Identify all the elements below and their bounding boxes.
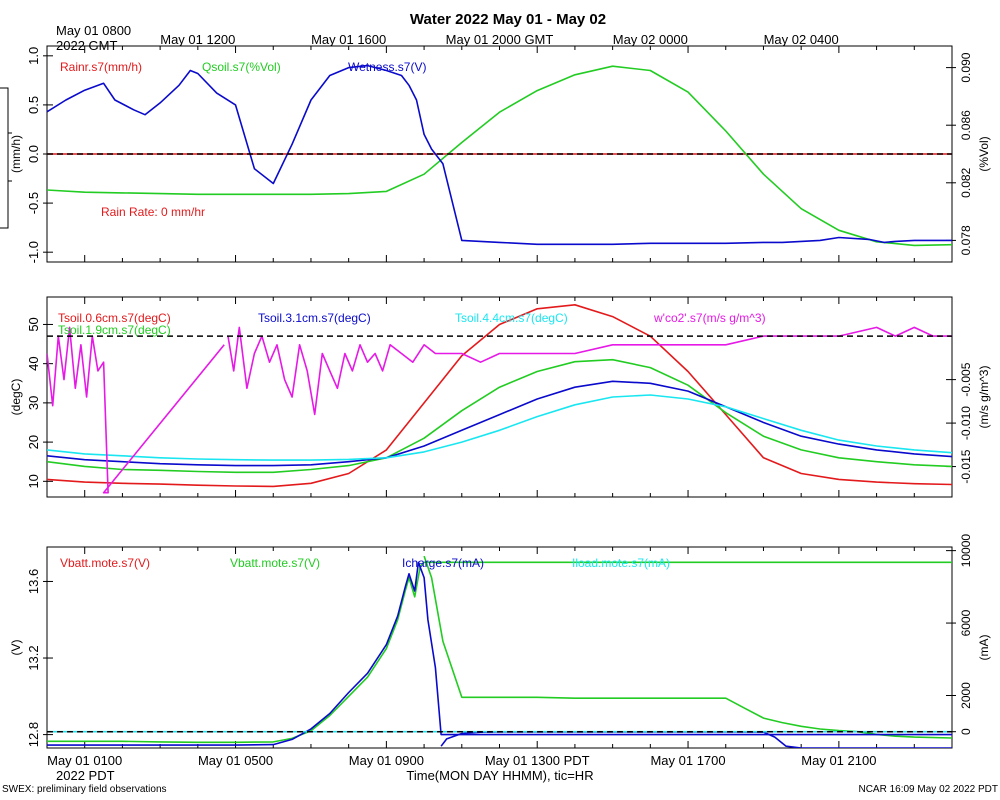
legend-entry: Iload.mote.s7(mA) bbox=[572, 556, 670, 570]
top-tick-label: May 01 1200 bbox=[160, 32, 235, 47]
legend-entry: Tsoil.1.9cm.s7(degC) bbox=[58, 323, 171, 337]
y-tick-label-right: -0.010 bbox=[959, 406, 973, 440]
y-tick-label-left: 50 bbox=[26, 317, 41, 331]
bottom-tick-label: May 01 1700 bbox=[650, 753, 725, 768]
top-corner-label-1: May 01 0800 bbox=[56, 23, 131, 38]
series-line-vbatt-mote-s7-v-blue bbox=[47, 561, 952, 746]
y-axis-label-right: (%Vol) bbox=[977, 136, 991, 171]
series-line-wetness-s7-v bbox=[47, 64, 952, 246]
plot-area bbox=[47, 64, 952, 247]
y-tick-label-left: 0.5 bbox=[26, 96, 41, 114]
y-tick-label-right: 2000 bbox=[959, 682, 973, 709]
y-tick-label-right: 0 bbox=[959, 728, 973, 735]
legend-entry: Tsoil.4.4cm.s7(degC) bbox=[455, 311, 568, 325]
series-line-icharge-s7-ma-green bbox=[423, 555, 952, 739]
series-line-vbatt-mote-s7-v-green bbox=[47, 561, 952, 744]
panel-water: -1.0 -0.5 0.0 0.5 1.0 (mm/h) 0.078 0.082 0.086 0.… bbox=[9, 45, 991, 263]
y-tick-label-left: 1.0 bbox=[26, 47, 41, 65]
y-tick-label-left: 10 bbox=[26, 474, 41, 488]
bottom-axis-tick-labels: May 01 0100 May 01 0500 May 01 0900 May 01 … bbox=[47, 753, 876, 768]
series-line-w-co2-s7-m-s-g-m-3 bbox=[47, 326, 952, 494]
panel-annotation: Rain Rate: 0 mm/hr bbox=[101, 205, 205, 219]
y-tick-label-left: 20 bbox=[26, 435, 41, 449]
legend-entry: Vbatt.mote.s7(V) bbox=[60, 556, 150, 570]
y-tick-label-right: 0.086 bbox=[959, 110, 973, 140]
legend-entry: Tsoil.3.1cm.s7(degC) bbox=[258, 311, 371, 325]
series-line-tsoil-0-6cm-s7-degc bbox=[47, 304, 952, 488]
bottom-axis-title: Time(MON DAY HHMM), tic=HR bbox=[406, 768, 593, 783]
y-tick-label-left: 13.6 bbox=[26, 569, 41, 594]
panel-battery: 12.8 13.2 13.6 (V) 0 2000 6000 10000 (mA) Vbatt.m… bbox=[9, 534, 991, 749]
top-tick-label: May 01 1600 bbox=[311, 32, 386, 47]
top-axis-tick-labels: May 01 1200 May 01 1600 May 01 2000 GMT May… bbox=[160, 32, 839, 47]
legend-entry: Rainr.s7(mm/h) bbox=[60, 60, 142, 74]
top-tick-label: May 01 2000 GMT bbox=[446, 32, 554, 47]
y-tick-label-right: 0.082 bbox=[959, 167, 973, 197]
legend-entry: Qsoil.s7(%Vol) bbox=[202, 60, 281, 74]
side-bracket bbox=[0, 87, 9, 229]
bottom-tick-label: May 01 0100 bbox=[47, 753, 122, 768]
panel-soil-temperature: 10 20 30 40 50 (degC) -0.015 -0.010 -0.005 (m/s g… bbox=[9, 296, 991, 498]
legend-entry: Icharge.s7(mA) bbox=[402, 556, 484, 570]
figure-title: Water 2022 May 01 - May 02 bbox=[410, 11, 606, 28]
y-axis-label-right: (mA) bbox=[977, 635, 991, 661]
legend-entry: w'co2'.s7(m/s g/m^3) bbox=[653, 311, 766, 325]
y-tick-label-left: 0.0 bbox=[26, 145, 41, 163]
bottom-tick-label: May 01 0500 bbox=[198, 753, 273, 768]
y-tick-label-right: 10000 bbox=[959, 534, 973, 568]
y-tick-label-right: 6000 bbox=[959, 609, 973, 636]
legend-entry: Vbatt.mote.s7(V) bbox=[230, 556, 320, 570]
bottom-tick-label: May 01 1300 PDT bbox=[485, 753, 590, 768]
y-tick-label-right: 0.078 bbox=[959, 225, 973, 255]
y-axis-label-right: (m/s g/m^3) bbox=[977, 366, 991, 429]
y-tick-label-left: -0.5 bbox=[26, 192, 41, 214]
plot-area bbox=[47, 304, 952, 494]
y-tick-label-right: 0.090 bbox=[959, 52, 973, 82]
series-line-tsoil-1-9cm-s7-degc bbox=[47, 358, 952, 474]
top-tick-label: May 02 0000 bbox=[613, 32, 688, 47]
series-line-tsoil-4-4cm-s7-degc bbox=[47, 394, 952, 461]
bottom-tick-label: May 01 0900 bbox=[349, 753, 424, 768]
series-line-qsoil-s7-vol bbox=[47, 65, 952, 247]
footer-right: NCAR 16:09 May 02 2022 PDT bbox=[858, 784, 998, 795]
y-tick-label-left: 13.2 bbox=[26, 645, 41, 670]
y-tick-label-left: 30 bbox=[26, 396, 41, 410]
legend-entry: Tsoil.0.6cm.s7(degC) bbox=[58, 311, 171, 325]
y-tick-label-left: 12.8 bbox=[26, 722, 41, 747]
y-axis-label-left: (mm/h) bbox=[9, 135, 23, 173]
y-axis-label-left: (V) bbox=[9, 640, 23, 656]
plot-area bbox=[47, 555, 952, 748]
bottom-tick-label: May 01 2100 bbox=[801, 753, 876, 768]
y-tick-label-left: 40 bbox=[26, 356, 41, 370]
series-line-tsoil-3-1cm-s7-degc bbox=[47, 380, 952, 467]
y-tick-label-right: -0.005 bbox=[959, 362, 973, 396]
y-tick-label-left: -1.0 bbox=[26, 241, 41, 263]
top-tick-label: May 02 0400 bbox=[764, 32, 839, 47]
legend-entry: Wetness.s7(V) bbox=[348, 60, 426, 74]
footer-left: SWEX: preliminary field observations bbox=[2, 784, 167, 795]
y-tick-label-right: -0.015 bbox=[959, 449, 973, 483]
bottom-corner-label: 2022 PDT bbox=[56, 768, 115, 783]
y-axis-label-left: (degC) bbox=[9, 379, 23, 416]
